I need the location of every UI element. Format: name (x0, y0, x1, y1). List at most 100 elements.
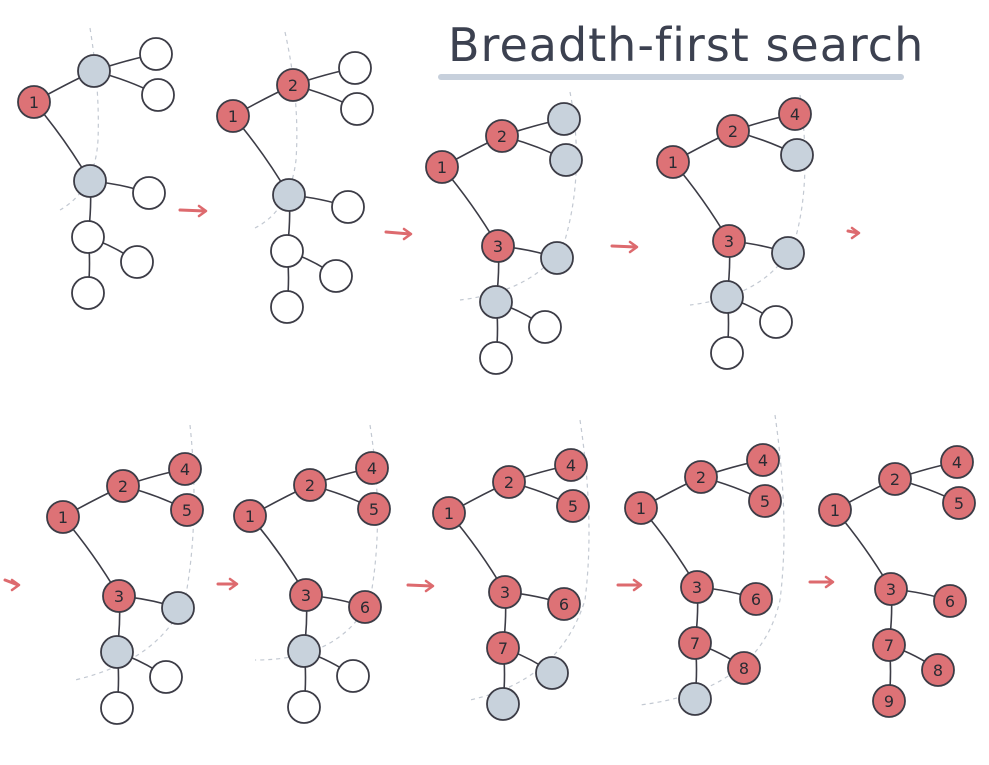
tree-node (874, 572, 908, 606)
tree-node (216, 99, 250, 133)
step-arrow-head (824, 575, 835, 589)
step-arrow-head (228, 577, 239, 591)
node-label: 8 (933, 661, 943, 680)
tree-node (778, 97, 812, 131)
tree-node (270, 234, 304, 268)
tree-node (100, 691, 134, 725)
tree-node (535, 656, 569, 690)
node-label: 3 (692, 578, 702, 597)
node-label: 1 (636, 499, 646, 518)
node-label: 8 (739, 659, 749, 678)
node-label: 5 (369, 500, 379, 519)
tree-node (71, 276, 105, 310)
step-arrow-head (424, 579, 435, 593)
tree-node (168, 452, 202, 486)
tree-node (336, 659, 370, 693)
tree-node (287, 634, 321, 668)
tree-node (554, 448, 588, 482)
tree-node (287, 690, 321, 724)
tree-node (748, 484, 782, 518)
node-label: 4 (180, 460, 190, 479)
tree-node (716, 114, 750, 148)
tree-node (780, 138, 814, 172)
step-arrow (610, 244, 638, 249)
tree-node (170, 493, 204, 527)
node-label: 5 (182, 501, 192, 520)
tree-node (759, 305, 793, 339)
node-label: 5 (760, 492, 770, 511)
node-label: 4 (952, 453, 962, 472)
frontier-guide-line (469, 419, 590, 701)
node-label: 1 (58, 508, 68, 527)
tree-node (727, 651, 761, 685)
tree-node (319, 259, 353, 293)
tree-node (73, 164, 107, 198)
tree-node (933, 584, 967, 618)
node-label: 7 (690, 634, 700, 653)
node-label: 3 (493, 237, 503, 256)
tree-node (425, 150, 459, 184)
step-arrow (384, 230, 412, 236)
step-arrow-head (628, 240, 639, 254)
tree-node (771, 236, 805, 270)
tree-node (547, 102, 581, 136)
title-underline (438, 74, 904, 80)
step-arrow-head (402, 227, 413, 241)
tree-node (46, 500, 80, 534)
page-title: Breadth-first search (448, 18, 925, 72)
tree-node (486, 631, 520, 665)
node-label: 7 (498, 639, 508, 658)
node-label: 4 (566, 456, 576, 475)
tree-node (120, 245, 154, 279)
frontier-guide-line (254, 31, 298, 229)
tree-node (272, 178, 306, 212)
tree-node (739, 582, 773, 616)
step-arrow-head (850, 226, 861, 240)
node-label: 2 (504, 473, 514, 492)
tree-node (141, 78, 175, 112)
tree-node (233, 499, 267, 533)
node-label: 1 (245, 507, 255, 526)
step-arrow (406, 583, 434, 588)
tree-node (547, 587, 581, 621)
step-arrow-head (632, 578, 643, 592)
node-label: 2 (305, 476, 315, 495)
tree-node (488, 575, 522, 609)
tree-node (818, 493, 852, 527)
node-label: 3 (114, 587, 124, 606)
tree-node (556, 489, 590, 523)
tree-node (139, 37, 173, 71)
tree-node (331, 190, 365, 224)
node-label: 2 (696, 468, 706, 487)
tree-node (710, 336, 744, 370)
tree-node (678, 682, 712, 716)
step-arrow (846, 229, 860, 235)
tree-node (100, 635, 134, 669)
node-label: 1 (228, 107, 238, 126)
node-label: 2 (728, 122, 738, 141)
tree-node (106, 469, 140, 503)
frontier-guide-line (639, 414, 785, 706)
tree-node (492, 465, 526, 499)
tree-node (340, 92, 374, 126)
node-label: 5 (568, 497, 578, 516)
tree-node (161, 591, 195, 625)
node-label: 2 (288, 76, 298, 95)
tree-node (921, 653, 955, 687)
tree-node (872, 628, 906, 662)
tree-node (540, 241, 574, 275)
tree-node (486, 687, 520, 721)
tree-node (878, 462, 912, 496)
tree-node (872, 684, 906, 718)
tree-node (132, 176, 166, 210)
tree-node (485, 119, 519, 153)
tree-node (624, 491, 658, 525)
node-label: 2 (890, 470, 900, 489)
tree-node (71, 220, 105, 254)
tree-node (270, 290, 304, 324)
tree-node (680, 570, 714, 604)
tree-node (348, 590, 382, 624)
node-label: 4 (758, 451, 768, 470)
node-label: 7 (884, 636, 894, 655)
